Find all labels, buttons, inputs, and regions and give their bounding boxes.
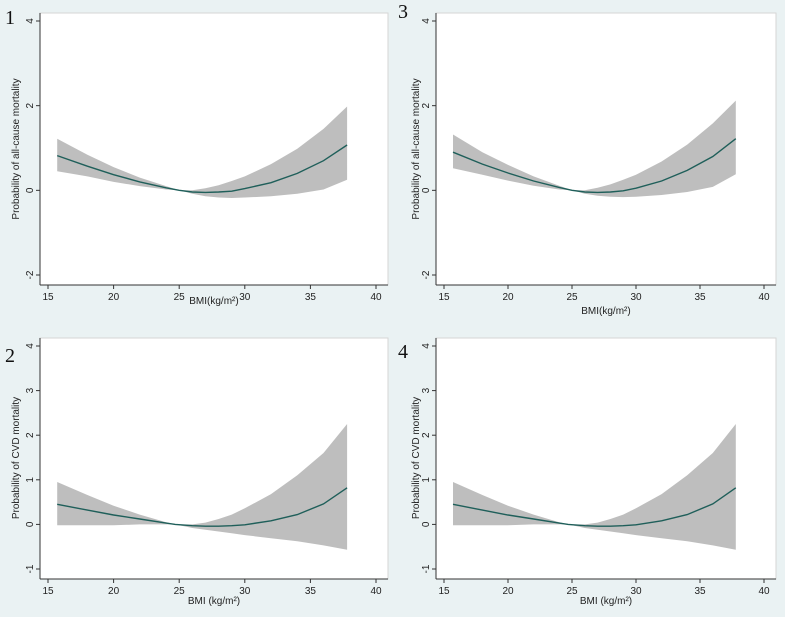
y-tick-label: 2 bbox=[421, 102, 432, 108]
x-tick-label: 35 bbox=[694, 586, 706, 597]
estimate-line bbox=[452, 138, 737, 194]
y-tick-label: -2 bbox=[421, 270, 432, 279]
x-tick-label: 35 bbox=[694, 292, 706, 303]
x-tick-label: 20 bbox=[502, 292, 514, 303]
x-tick-label: 40 bbox=[758, 586, 770, 597]
panel-number: 4 bbox=[398, 341, 408, 363]
y-tick-label: 4 bbox=[421, 18, 432, 24]
x-tick-label: 35 bbox=[305, 292, 317, 303]
chart-panel-1: 15 20 25 30 35 40 -2 0 2 4 BMI(kg/m²) Probability o… bbox=[5, 7, 389, 307]
y-axis-title: Probability of all-cause mortality bbox=[11, 78, 22, 219]
x-tick-label: 40 bbox=[370, 292, 382, 303]
estimate-line bbox=[452, 487, 737, 527]
x-tick-label: 25 bbox=[566, 586, 578, 597]
x-tick-label: 20 bbox=[502, 586, 514, 597]
ci-band bbox=[57, 424, 348, 550]
chart-panel-4: 15 20 25 30 35 40 -1 0 1 2 3 4 BMI (kg/m²) Probabilit… bbox=[398, 337, 777, 607]
y-tick-label: 4 bbox=[25, 343, 36, 349]
y-tick-label: 2 bbox=[421, 432, 432, 438]
panel-number: 1 bbox=[5, 7, 15, 29]
y-tick-label: -2 bbox=[25, 270, 36, 279]
y-tick-label: 4 bbox=[25, 18, 36, 24]
y-tick-label: 2 bbox=[25, 102, 36, 108]
ci-band bbox=[57, 106, 348, 198]
y-tick-label: 0 bbox=[421, 187, 432, 193]
y-tick-label: 1 bbox=[25, 477, 36, 483]
x-tick-label: 15 bbox=[42, 586, 54, 597]
x-axis-title: BMI(kg/m²) bbox=[581, 306, 630, 317]
x-tick-label: 35 bbox=[305, 586, 317, 597]
y-tick-label: 1 bbox=[421, 477, 432, 483]
x-tick-label: 40 bbox=[758, 292, 770, 303]
x-tick-label: 30 bbox=[239, 292, 251, 303]
y-tick-label: 2 bbox=[25, 432, 36, 438]
ci-band bbox=[453, 424, 736, 550]
x-tick-label: 30 bbox=[630, 586, 642, 597]
x-tick-label: 30 bbox=[630, 292, 642, 303]
y-tick-label: 4 bbox=[421, 343, 432, 349]
x-tick-label: 15 bbox=[438, 586, 450, 597]
x-tick-label: 15 bbox=[438, 292, 450, 303]
estimate-line bbox=[57, 487, 348, 527]
estimate-line bbox=[56, 144, 348, 194]
y-tick-label: 0 bbox=[25, 521, 36, 527]
x-tick-label: 20 bbox=[108, 292, 120, 303]
x-tick-label: 30 bbox=[239, 586, 251, 597]
y-tick-label: -1 bbox=[25, 564, 36, 573]
y-tick-label: -1 bbox=[421, 564, 432, 573]
y-axis-title: Probability of CVD mortality bbox=[411, 397, 422, 519]
y-axis-title: Probability of all-cause mortality bbox=[411, 78, 422, 219]
y-tick-label: 0 bbox=[25, 187, 36, 193]
ci-band bbox=[453, 100, 736, 198]
y-tick-label: 3 bbox=[25, 387, 36, 393]
x-tick-label: 25 bbox=[174, 292, 186, 303]
y-axis-title: Probability of CVD mortality bbox=[11, 397, 22, 519]
y-tick-label: 0 bbox=[421, 521, 432, 527]
x-tick-label: 40 bbox=[370, 586, 382, 597]
panel-number: 2 bbox=[5, 345, 15, 367]
panel-number: 3 bbox=[398, 1, 408, 23]
x-axis-title: BMI(kg/m²) bbox=[189, 296, 238, 307]
x-axis-title: BMI (kg/m²) bbox=[580, 596, 632, 607]
x-tick-label: 25 bbox=[174, 586, 186, 597]
x-tick-label: 20 bbox=[108, 586, 120, 597]
x-axis-title: BMI (kg/m²) bbox=[188, 596, 240, 607]
chart-panel-3: 15 20 25 30 35 40 -2 0 2 4 BMI(kg/m²) Probability o… bbox=[398, 1, 777, 317]
x-tick-label: 25 bbox=[566, 292, 578, 303]
x-tick-label: 15 bbox=[42, 292, 54, 303]
chart-panel-2: 15 20 25 30 35 40 -1 0 1 2 3 4 BMI (kg/m²) Probabilit… bbox=[5, 337, 389, 607]
y-tick-label: 3 bbox=[421, 387, 432, 393]
